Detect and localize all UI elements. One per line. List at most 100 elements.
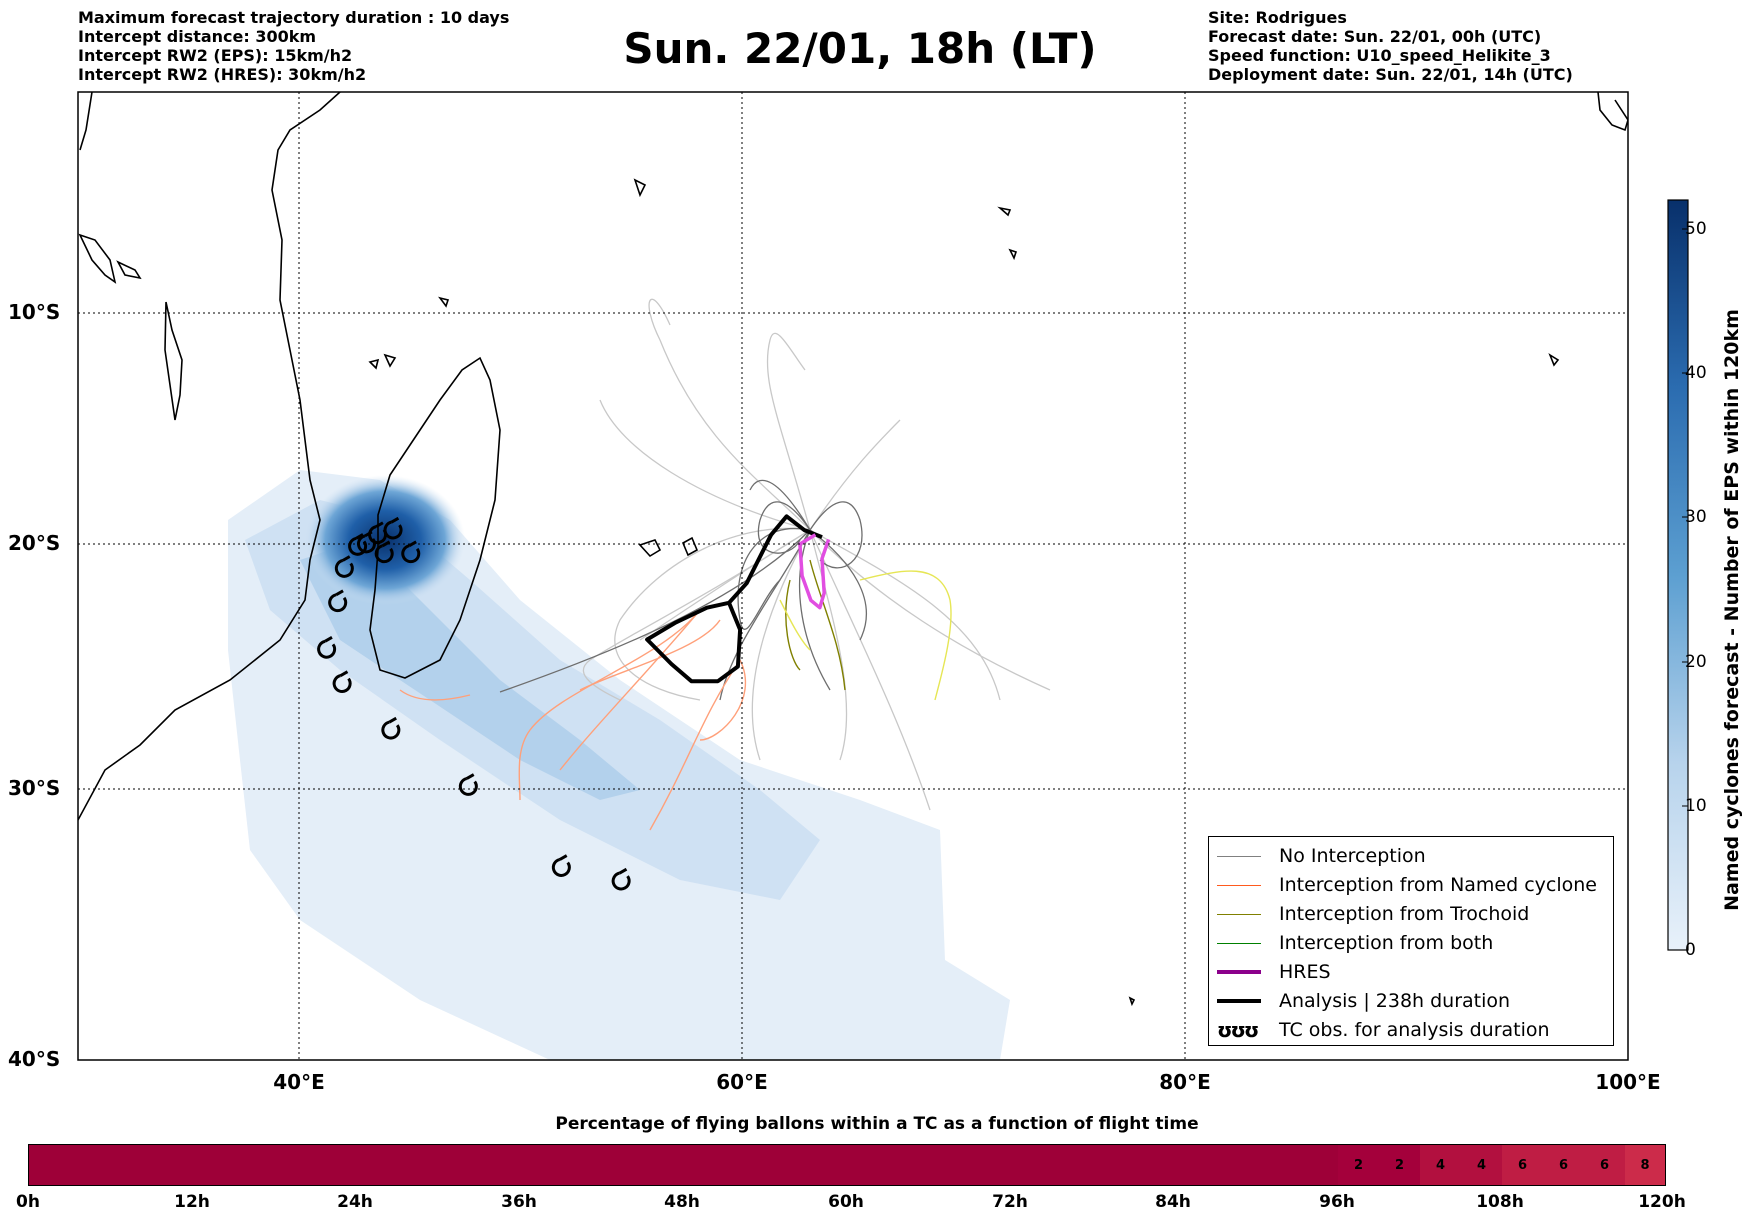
timeline-cell: 6 <box>1584 1145 1625 1185</box>
timeline-tick: 0h <box>16 1192 40 1212</box>
eps-density-field <box>228 470 1010 1060</box>
legend-swatch <box>1217 884 1261 886</box>
mauritius-coast <box>681 536 699 557</box>
colorbar-ticks <box>1682 228 1688 951</box>
analysis-track <box>645 514 823 684</box>
lat-label: 30°S <box>8 776 61 800</box>
timeline-tick: 72h <box>992 1192 1028 1212</box>
trajectory <box>518 609 701 801</box>
socotra-like <box>78 233 117 284</box>
tc-observation-icon <box>317 636 337 659</box>
trajectory <box>751 529 811 761</box>
timeline-tick: 36h <box>501 1192 537 1212</box>
tc-observation-icon <box>328 589 348 613</box>
lon-label: 40°E <box>273 1070 325 1094</box>
trajectory <box>648 298 811 531</box>
timeline-tick: 120h <box>1638 1192 1686 1212</box>
timeline-tick: 84h <box>1155 1192 1191 1212</box>
tc-symbol-icon: ʊʊʊ <box>1217 1018 1259 1042</box>
coast-detail <box>164 301 183 421</box>
tc-observation-icon <box>334 555 354 578</box>
legend-swatch <box>1217 970 1261 974</box>
trajectory <box>809 419 901 531</box>
tc-observations <box>317 516 631 891</box>
legend-label: Interception from both <box>1279 932 1494 954</box>
trajectory <box>809 529 867 641</box>
timeline-tick: 12h <box>174 1192 210 1212</box>
small-island <box>116 260 142 280</box>
named-cyclone-interceptions <box>399 609 747 831</box>
colorbar <box>1667 199 1689 951</box>
lat-label: 40°S <box>8 1047 61 1071</box>
header-left-line: Intercept distance: 300km <box>78 27 317 46</box>
small-island <box>997 206 1012 217</box>
seychelles-island <box>633 178 647 198</box>
timeline-tick: 48h <box>664 1192 700 1212</box>
trochoid-interceptions <box>785 559 846 691</box>
legend-item: ʊʊʊ TC obs. for analysis duration <box>1217 1017 1550 1043</box>
trajectory <box>749 479 811 531</box>
lon-label: 60°E <box>716 1070 768 1094</box>
legend-label: HRES <box>1279 961 1331 983</box>
legend-item: Interception from both <box>1217 930 1493 956</box>
tc-observation-icon <box>551 854 571 877</box>
header-right-line: Forecast date: Sun. 22/01, 00h (UTC) <box>1208 27 1542 46</box>
legend-swatch <box>1217 942 1261 944</box>
trajectory <box>582 529 811 701</box>
comoros-island <box>383 353 397 368</box>
legend: No Interception Interception from Named … <box>1208 836 1614 1046</box>
tc-observation-icon <box>381 716 401 740</box>
timeline-cell: 2 <box>1338 1145 1379 1185</box>
trajectory <box>779 599 811 651</box>
colorbar-label: 20 <box>1685 652 1707 672</box>
legend-swatch <box>1217 855 1261 857</box>
yellow-trajectories <box>779 570 952 701</box>
header-left-line: Intercept RW2 (HRES): 30km/h2 <box>78 65 367 84</box>
trajectory <box>859 570 952 701</box>
small-island <box>1128 996 1136 1007</box>
header-right-line: Site: Rodrigues <box>1208 8 1347 27</box>
trajectory <box>809 529 931 811</box>
small-island <box>1548 353 1560 367</box>
tc-observation-icon <box>332 670 352 693</box>
trajectory <box>798 529 831 691</box>
legend-item: Interception from Named cyclone <box>1217 872 1597 898</box>
trajectory <box>559 609 701 771</box>
trajectory <box>399 689 471 701</box>
header-right-line: Deployment date: Sun. 22/01, 14h (UTC) <box>1208 65 1573 84</box>
colorbar-label: 50 <box>1685 219 1707 239</box>
lon-label: 80°E <box>1159 1070 1211 1094</box>
map-frame <box>77 91 1629 1061</box>
colorbar-title-wrap: Named cyclones forecast - Number of EPS … <box>1721 300 1743 920</box>
trajectory <box>809 501 863 569</box>
page-title: Sun. 22/01, 18h (LT) <box>623 24 1097 73</box>
madagascar-coast <box>369 356 501 679</box>
trajectory <box>719 529 811 701</box>
tc-observation-icon <box>348 533 368 556</box>
timeline-tick: 108h <box>1476 1192 1524 1212</box>
reunion-coast <box>638 539 662 558</box>
tc-observation-icon <box>401 540 421 564</box>
legend-item: HRES <box>1217 959 1331 985</box>
timeline-cell: 6 <box>1502 1145 1543 1185</box>
trajectory <box>699 659 747 741</box>
legend-item: Interception from Trochoid <box>1217 901 1529 927</box>
trajectory <box>809 559 846 691</box>
legend-item: No Interception <box>1217 843 1426 869</box>
tc-observation-icon <box>611 867 631 891</box>
africa-coast <box>78 92 341 821</box>
timeline-cell: 8 <box>1625 1145 1665 1185</box>
header-left-line: Intercept RW2 (EPS): 15km/h2 <box>78 46 353 65</box>
legend-item: Analysis | 238h duration <box>1217 988 1510 1014</box>
timeline-tick: 24h <box>337 1192 373 1212</box>
australia-corner <box>1597 92 1628 132</box>
map-grid <box>78 92 1628 1060</box>
legend-label: TC obs. for analysis duration <box>1279 1019 1550 1041</box>
lat-label: 10°S <box>8 300 61 324</box>
tc-observation-icon <box>374 540 394 564</box>
trajectory <box>614 527 811 701</box>
trajectory <box>809 529 1001 701</box>
colorbar-title: Named cyclones forecast - Number of EPS … <box>1721 309 1743 911</box>
header-right: Site: Rodrigues Forecast date: Sun. 22/0… <box>1208 8 1573 84</box>
